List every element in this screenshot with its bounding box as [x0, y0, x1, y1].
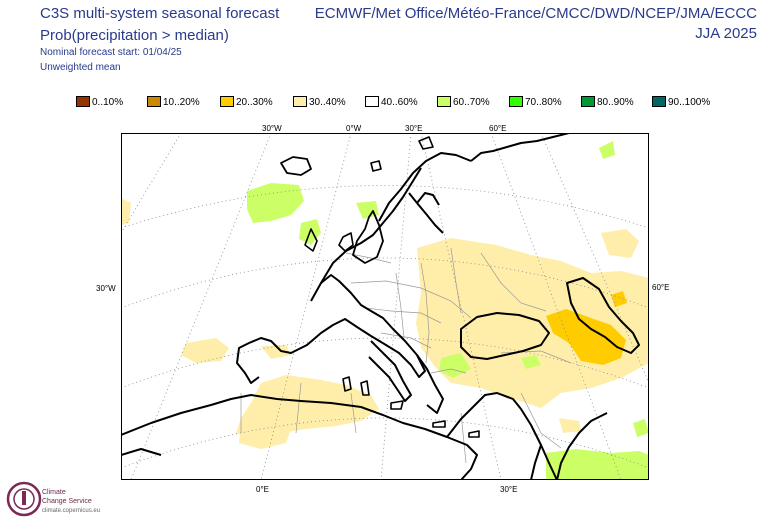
legend-label: 70..80% — [525, 97, 562, 108]
legend-item: 0..10% — [76, 96, 123, 108]
legend-swatch — [437, 96, 451, 107]
legend-item: 20..30% — [220, 96, 273, 108]
logo-name-line2: Change Service — [42, 498, 92, 505]
legend-label: 0..10% — [92, 97, 124, 108]
legend-label: 60..70% — [453, 97, 490, 108]
legend-swatch — [147, 96, 161, 107]
map-title: C3S multi-system seasonal forecast — [40, 5, 280, 22]
systems-list: ECMWF/Met Office/Météo-France/CMCC/DWD/N… — [314, 5, 757, 22]
map-frame — [121, 133, 649, 480]
map-subtitle: Prob(precipitation > median) — [40, 27, 229, 44]
legend-item: 60..70% — [437, 96, 490, 108]
coastlines — [121, 133, 640, 480]
logo-url: climate.copernicus.eu — [42, 508, 101, 514]
logo-name-line1: Climate — [42, 489, 66, 496]
legend-swatch — [365, 96, 379, 107]
forecast-start: Nominal forecast start: 01/04/25 — [40, 47, 182, 58]
legend-label: 40..60% — [381, 97, 418, 108]
logo-text: Climate Change Service — [42, 488, 92, 506]
legend-label: 90..100% — [668, 97, 711, 108]
legend-label: 80..90% — [597, 97, 634, 108]
copernicus-logo — [6, 481, 42, 517]
weighting-note: Unweighted mean — [40, 62, 121, 73]
legend-item: 30..40% — [293, 96, 346, 108]
legend-label: 20..30% — [236, 97, 273, 108]
legend-item: 40..60% — [365, 96, 418, 108]
legend-swatch — [220, 96, 234, 107]
legend-swatch — [652, 96, 666, 107]
lon-label-left: 30°W — [96, 284, 116, 293]
legend-swatch — [509, 96, 523, 107]
legend-item: 10..20% — [147, 96, 200, 108]
graticule — [121, 133, 649, 480]
lon-label-right: 60°E — [652, 283, 670, 292]
season-label: JJA 2025 — [695, 25, 757, 42]
legend-label: 10..20% — [163, 97, 200, 108]
legend-item: 70..80% — [509, 96, 562, 108]
forecast-map — [121, 133, 649, 480]
lon-label-top: 0°W — [346, 124, 362, 133]
lon-label-bottom: 0°E — [256, 485, 269, 494]
legend-item: 80..90% — [581, 96, 634, 108]
legend-swatch — [76, 96, 90, 107]
legend-label: 30..40% — [309, 97, 346, 108]
lon-label-bottom: 30°E — [500, 485, 518, 494]
legend-item: 90..100% — [652, 96, 710, 108]
lon-label-top: 60°E — [489, 124, 507, 133]
lon-label-top: 30°E — [405, 124, 423, 133]
legend-swatch — [293, 96, 307, 107]
lon-label-top: 30°W — [262, 124, 282, 133]
legend-swatch — [581, 96, 595, 107]
